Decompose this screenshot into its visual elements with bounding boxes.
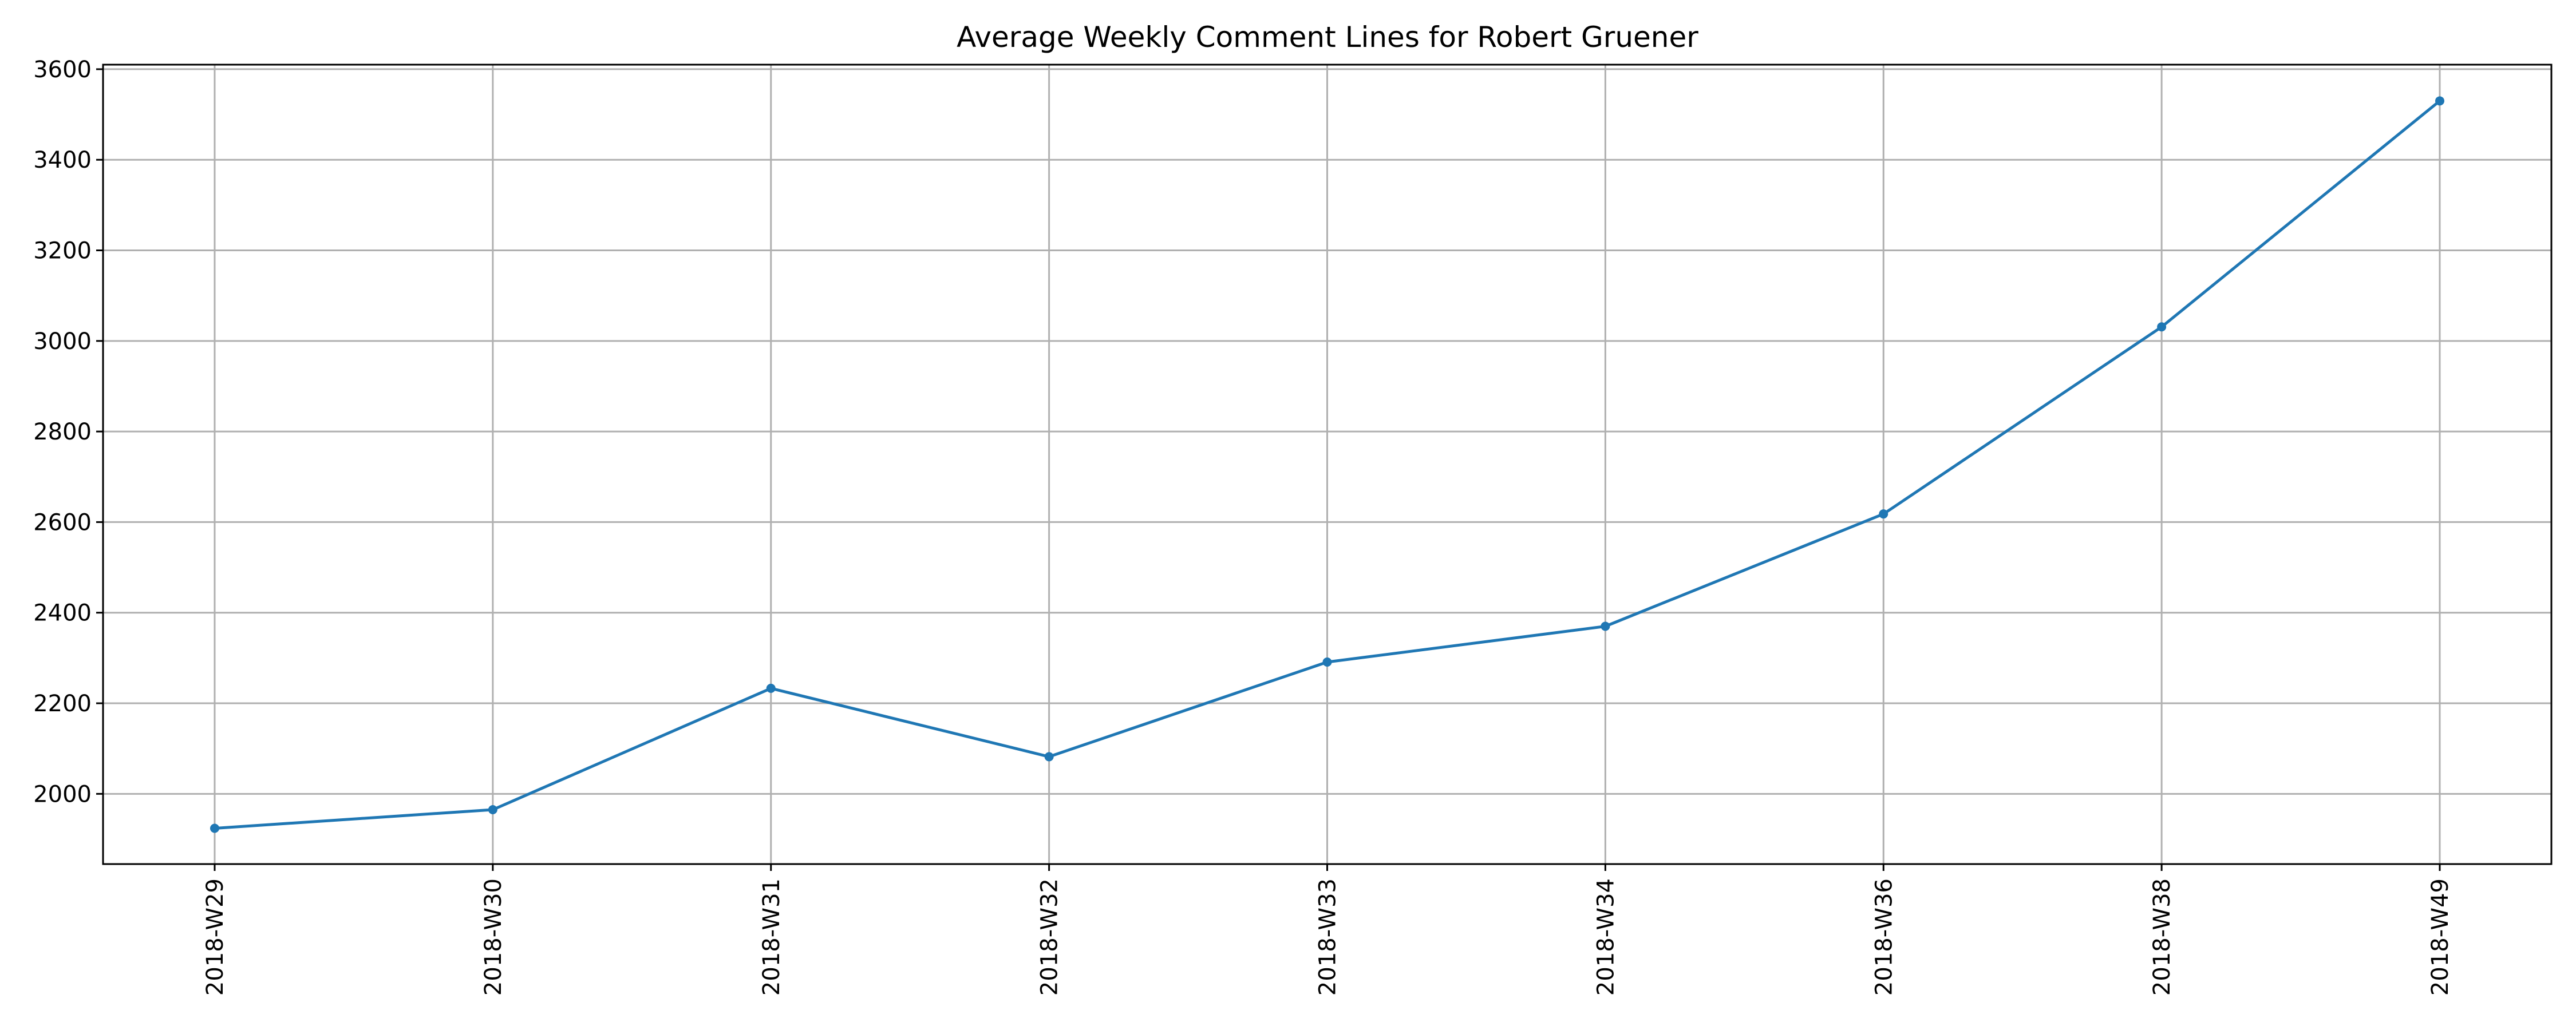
x-tick-label: 2018-W34 — [1593, 878, 1619, 996]
y-tick-label: 2600 — [33, 509, 92, 536]
x-tick-label: 2018-W49 — [2427, 878, 2453, 996]
data-point — [210, 823, 219, 833]
x-tick-label: 2018-W36 — [1871, 878, 1897, 996]
y-tick-label: 3200 — [33, 238, 92, 264]
data-point — [2435, 96, 2444, 106]
x-tick-label: 2018-W30 — [480, 878, 507, 996]
y-tick-label: 2000 — [33, 781, 92, 807]
x-tick-label: 2018-W32 — [1037, 878, 1063, 996]
x-tick-label: 2018-W38 — [2149, 878, 2175, 996]
y-tick-label: 3600 — [33, 57, 92, 83]
chart-title: Average Weekly Comment Lines for Robert … — [957, 21, 1698, 54]
y-tick-label: 3400 — [33, 147, 92, 173]
data-point — [1879, 509, 1888, 519]
data-point — [1322, 657, 1332, 667]
x-tick-label: 2018-W31 — [758, 878, 785, 996]
data-series — [210, 96, 2444, 833]
data-point — [488, 805, 497, 815]
y-tick-label: 2200 — [33, 691, 92, 717]
data-point — [766, 683, 776, 693]
y-axis-ticks: 2000 2200 2400 2600 2800 3000 3200 3400 3600 — [33, 57, 103, 807]
y-tick-label: 3000 — [33, 328, 92, 355]
data-point — [1044, 752, 1054, 762]
x-axis-ticks: 2018-W29 2018-W30 2018-W31 2018-W32 2018-W33… — [202, 864, 2453, 996]
data-point — [1601, 621, 1610, 631]
x-tick-label: 2018-W29 — [202, 878, 228, 996]
y-tick-label: 2400 — [33, 600, 92, 627]
grid-lines — [103, 65, 2551, 864]
y-tick-label: 2800 — [33, 419, 92, 445]
x-tick-label: 2018-W33 — [1315, 878, 1341, 996]
data-point — [2157, 322, 2167, 332]
